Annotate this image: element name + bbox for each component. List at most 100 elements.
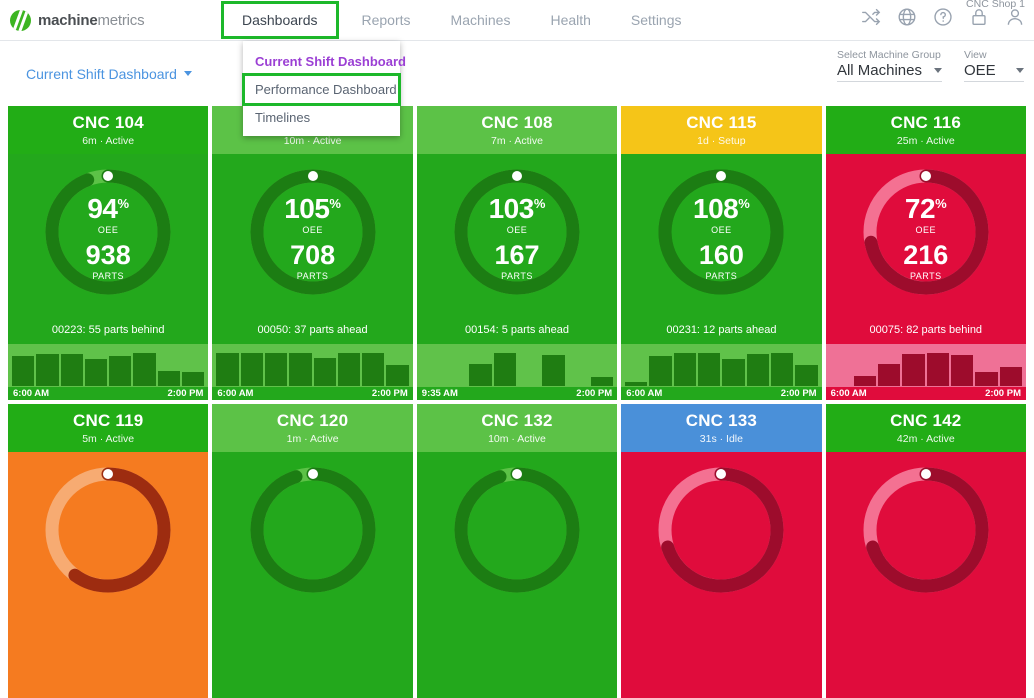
main-nav-items: Dashboards Reports Machines Health Setti… <box>218 1 702 39</box>
machine-card-title: CNC 104 <box>72 113 144 132</box>
sparkline-bar <box>590 376 614 386</box>
oee-gauge: 94% OEE 938 PARTS <box>38 162 178 302</box>
sparkline-bar <box>12 355 35 386</box>
user-icon[interactable] <box>1004 6 1026 28</box>
brand-name: machinemetrics <box>38 12 145 29</box>
sparkline-start-time: 9:35 AM <box>421 388 458 399</box>
machine-card-status: 1d · Setup <box>697 135 746 147</box>
machine-card-body <box>621 452 822 698</box>
gauge-readout: 72% OEE 216 PARTS <box>856 162 996 302</box>
gauge-readout <box>447 460 587 600</box>
oee-gauge <box>856 460 996 600</box>
machine-card[interactable]: CNC 10510m · Active105%OEE708PARTS00050:… <box>212 106 413 400</box>
machine-card[interactable]: CNC 116 25m · Active 72% OEE 216 PARTS 00075: … <box>825 106 1026 400</box>
sparkline-bar <box>853 376 877 386</box>
dropdown-item-timelines[interactable]: Timelines <box>255 110 311 125</box>
sparkline-bar <box>313 357 336 386</box>
gauge-marker-dot <box>511 171 522 181</box>
oee-value-row: 105% <box>284 195 341 223</box>
oee-label: OEE <box>711 225 732 235</box>
machine-card-status: 7m · Active <box>491 135 543 147</box>
machine-card-body <box>8 452 209 698</box>
lock-icon[interactable] <box>968 6 990 28</box>
machine-card-status: 31s · Idle <box>699 433 743 445</box>
gauge-marker-dot <box>920 171 931 181</box>
machine-card[interactable]: CNC 142 42m · Active <box>825 404 1026 698</box>
nav-item-dashboards[interactable]: Dashboards <box>221 1 339 39</box>
nav-item-machines[interactable]: Machines <box>450 12 511 28</box>
machine-card[interactable]: CNC 119 5m · Active <box>8 404 209 698</box>
machine-card[interactable]: CNC 104 6m · Active 94% OEE 938 PARTS 00223: 5… <box>8 106 209 400</box>
shuffle-icon[interactable] <box>860 6 882 28</box>
sparkline-bar <box>795 364 818 386</box>
gauge-marker-dot <box>511 469 522 479</box>
machine-card-title: CNC 119 <box>73 411 144 430</box>
gauge-marker-dot <box>920 469 931 479</box>
sparkline-bar <box>542 354 565 386</box>
hourly-parts-sparkline: 9:35 AM 2:00 PM <box>416 344 618 400</box>
shop-label: CNC Shop 1 <box>963 0 1028 10</box>
oee-gauge: 72% OEE 216 PARTS <box>856 162 996 302</box>
machine-card-status: 5m · Active <box>82 433 135 445</box>
machine-card-body: 103% OEE 167 PARTS 00154: 5 parts ahead <box>416 154 618 344</box>
oee-value-row: 72% <box>905 195 947 223</box>
machine-card-header: CNC 120 1m · Active <box>212 404 413 452</box>
machine-card-body <box>416 452 618 698</box>
brand-logo[interactable]: machinemetrics <box>10 9 210 31</box>
sparkline-start-time: 6:00 AM <box>13 388 50 399</box>
machinemetrics-logo-icon <box>10 9 31 31</box>
globe-icon[interactable] <box>896 6 918 28</box>
machine-card[interactable]: CNC 115 1d · Setup 108% OEE 160 PARTS 00231: 1… <box>621 106 822 400</box>
sparkline-bar <box>878 363 901 386</box>
machine-card-status: 6m · Active <box>82 135 135 147</box>
view-value[interactable]: OEE <box>964 62 1024 82</box>
machine-card-body: 108% OEE 160 PARTS 00231: 12 parts ahead <box>621 154 822 344</box>
sparkline-bar <box>951 354 974 386</box>
parts-status-note: 00075: 82 parts behind <box>869 324 983 336</box>
parts-label: PARTS <box>296 271 329 281</box>
machine-card-header: CNC 119 5m · Active <box>8 404 209 452</box>
machine-card[interactable]: CNC 120 1m · Active <box>212 404 413 698</box>
sparkline-bar <box>926 352 950 386</box>
sparkline-end-time: 2:00 PM <box>780 388 817 399</box>
sparkline-bar <box>109 356 132 386</box>
machine-card[interactable]: CNC 132 10m · Active <box>416 404 618 698</box>
oee-percent-sign: % <box>117 196 130 211</box>
sparkline-start-time: 6:00 AM <box>830 388 867 399</box>
help-circle-icon[interactable] <box>932 6 954 28</box>
machine-card-body: 94% OEE 938 PARTS 00223: 55 parts behind <box>8 154 209 344</box>
view-select[interactable]: View OEE <box>964 49 1024 82</box>
machine-card-title: CNC 133 <box>685 411 758 430</box>
oee-label: OEE <box>97 225 119 235</box>
gauge-marker-dot <box>716 171 727 181</box>
sparkline-bar <box>264 352 288 386</box>
dropdown-item-current-shift-dashboard[interactable]: Current Shift Dashboard <box>255 54 406 69</box>
hourly-parts-sparkline: 6:00 AM 2:00 PM <box>212 344 413 400</box>
dashboards-dropdown-menu: Current Shift Dashboard Performance Dash… <box>242 41 406 136</box>
nav-item-reports[interactable]: Reports <box>361 12 411 28</box>
sparkline-bar <box>999 367 1022 386</box>
sparkline-bar <box>902 354 925 386</box>
gauge-readout: 105% OEE 708 PARTS <box>243 162 383 302</box>
machine-card[interactable]: CNC 133 31s · Idle <box>621 404 822 698</box>
view-label: View <box>964 49 987 61</box>
parts-status-note: 00231: 12 parts ahead <box>666 324 777 336</box>
dashboard-selector[interactable]: Current Shift Dashboard <box>26 66 192 82</box>
machine-card-body <box>212 452 413 698</box>
sparkline-time-axis: 9:35 AM 2:00 PM <box>416 387 618 400</box>
machine-group-value[interactable]: All Machines <box>836 62 942 82</box>
gauge-readout: 94% OEE 938 PARTS <box>38 162 178 302</box>
oee-value: 94 <box>87 193 118 224</box>
sparkline-bar <box>337 352 361 386</box>
nav-item-health[interactable]: Health <box>550 12 591 28</box>
sparkline-bar <box>698 352 721 386</box>
machine-card[interactable]: CNC 108 7m · Active 103% OEE 167 PARTS 00154: … <box>416 106 618 400</box>
parts-label: PARTS <box>705 271 738 281</box>
nav-item-settings[interactable]: Settings <box>630 12 682 28</box>
dropdown-item-performance-dashboard[interactable]: Performance Dashboard <box>242 73 401 106</box>
machine-group-select[interactable]: Select Machine Group All Machines <box>836 49 942 82</box>
parts-value: 160 <box>698 240 744 270</box>
oee-gauge <box>651 460 791 600</box>
gauge-readout <box>651 460 791 600</box>
sparkline-bar <box>649 356 672 386</box>
